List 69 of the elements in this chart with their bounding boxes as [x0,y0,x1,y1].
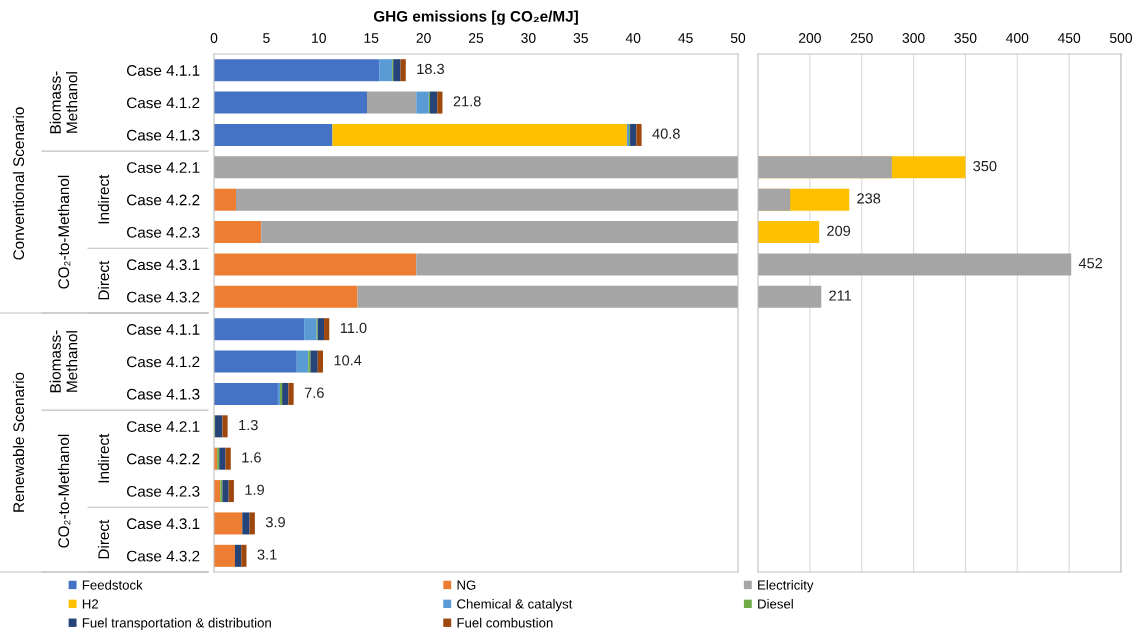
text: CO₂-to-Methanol [57,434,71,548]
x-tick-label: 20 [416,33,431,43]
y-tick-label: Case 4.3.1 [127,518,200,530]
x-tick-label: 30 [521,33,536,43]
x-tick-label: 200 [798,33,821,43]
data-label: 238 [857,193,881,204]
y-tick-label: Case 4.1.3 [127,129,200,141]
total-label: 18.3 [417,63,445,75]
x-tick-label: 40 [625,33,641,43]
text: Conventional Scenario [12,107,25,260]
data-label: 452 [1078,258,1103,269]
text: CO₂-to-Methanol [57,175,71,289]
legend-label: Fuel combustion [457,617,553,628]
legend-label: NG [457,580,476,590]
y-tick-label: Case 4.3.2 [127,291,200,303]
x-tick-label: 0 [210,33,218,43]
y-tick-label: Case 4.2.1 [127,421,200,432]
x-tick-label: 250 [850,33,873,43]
y-tick-label: Case 4.1.1 [127,65,200,76]
legend-label: Chemical & catalyst [457,598,573,612]
total-label: 40.8 [652,128,680,139]
x-tick-label: 450 [1057,33,1081,43]
total-label: 1.6 [242,452,261,463]
legend-label: Fuel transportation & distribution [82,617,271,631]
x-tick-label: 400 [1006,33,1029,43]
total-label: 1.3 [239,419,258,431]
y-tick-label: Case 4.1.2 [127,97,200,109]
y-tick-label: Case 4.1.2 [127,356,200,368]
x-tick-label: 25 [468,33,484,43]
total-label: 7.6 [304,387,324,398]
y-tick-label: Case 4.2.1 [127,162,200,173]
data-label: 211 [829,290,852,301]
y-tick-label: Case 4.2.2 [127,194,200,206]
data-label: 209 [827,225,851,236]
x-tick-label: 35 [573,33,588,43]
y-tick-label: Case 4.3.2 [127,550,200,562]
total-label: 3.9 [265,517,285,528]
x-tick-label: 50 [730,33,746,43]
total-label: 10.4 [334,355,362,366]
legend-label: Electricity [758,580,814,593]
total-label: 21.8 [453,96,481,107]
text: Indirect [97,433,110,483]
text: Direct [97,260,110,300]
text: Renewable Scenario [12,372,25,512]
y-tick-label: Case 4.2.2 [127,453,200,465]
text: Biomass- Methanol [49,71,78,134]
total-label: 1.9 [245,484,264,495]
y-tick-label: Case 4.2.3 [127,226,200,238]
legend-label: H2 [82,599,99,609]
text: Biomass- Methanol [49,330,78,393]
x-tick-label: 5 [263,33,270,43]
total-label: 11.0 [340,322,367,334]
text: Indirect [97,174,110,224]
text: Direct [97,519,110,559]
x-tick-label: 500 [1109,33,1133,43]
legend-label: Diesel [758,598,793,609]
x-tick-label: 10 [312,33,326,43]
x-tick-label: 15 [364,33,379,43]
y-tick-label: Case 4.2.3 [127,485,200,497]
data-label: 350 [973,160,997,172]
legend-label: Feedstock [82,580,143,590]
x-tick-label: 300 [902,33,925,43]
x-tick-label: 45 [678,33,693,43]
total-label: 3.1 [257,549,277,560]
y-tick-label: Case 4.3.1 [127,259,200,271]
y-tick-label: Case 4.1.1 [127,324,200,335]
y-tick-label: Case 4.1.3 [127,388,200,400]
x-tick-label: 350 [954,33,977,43]
x-axis-title: GHG emissions [g CO₂e/MJ] [373,10,578,25]
